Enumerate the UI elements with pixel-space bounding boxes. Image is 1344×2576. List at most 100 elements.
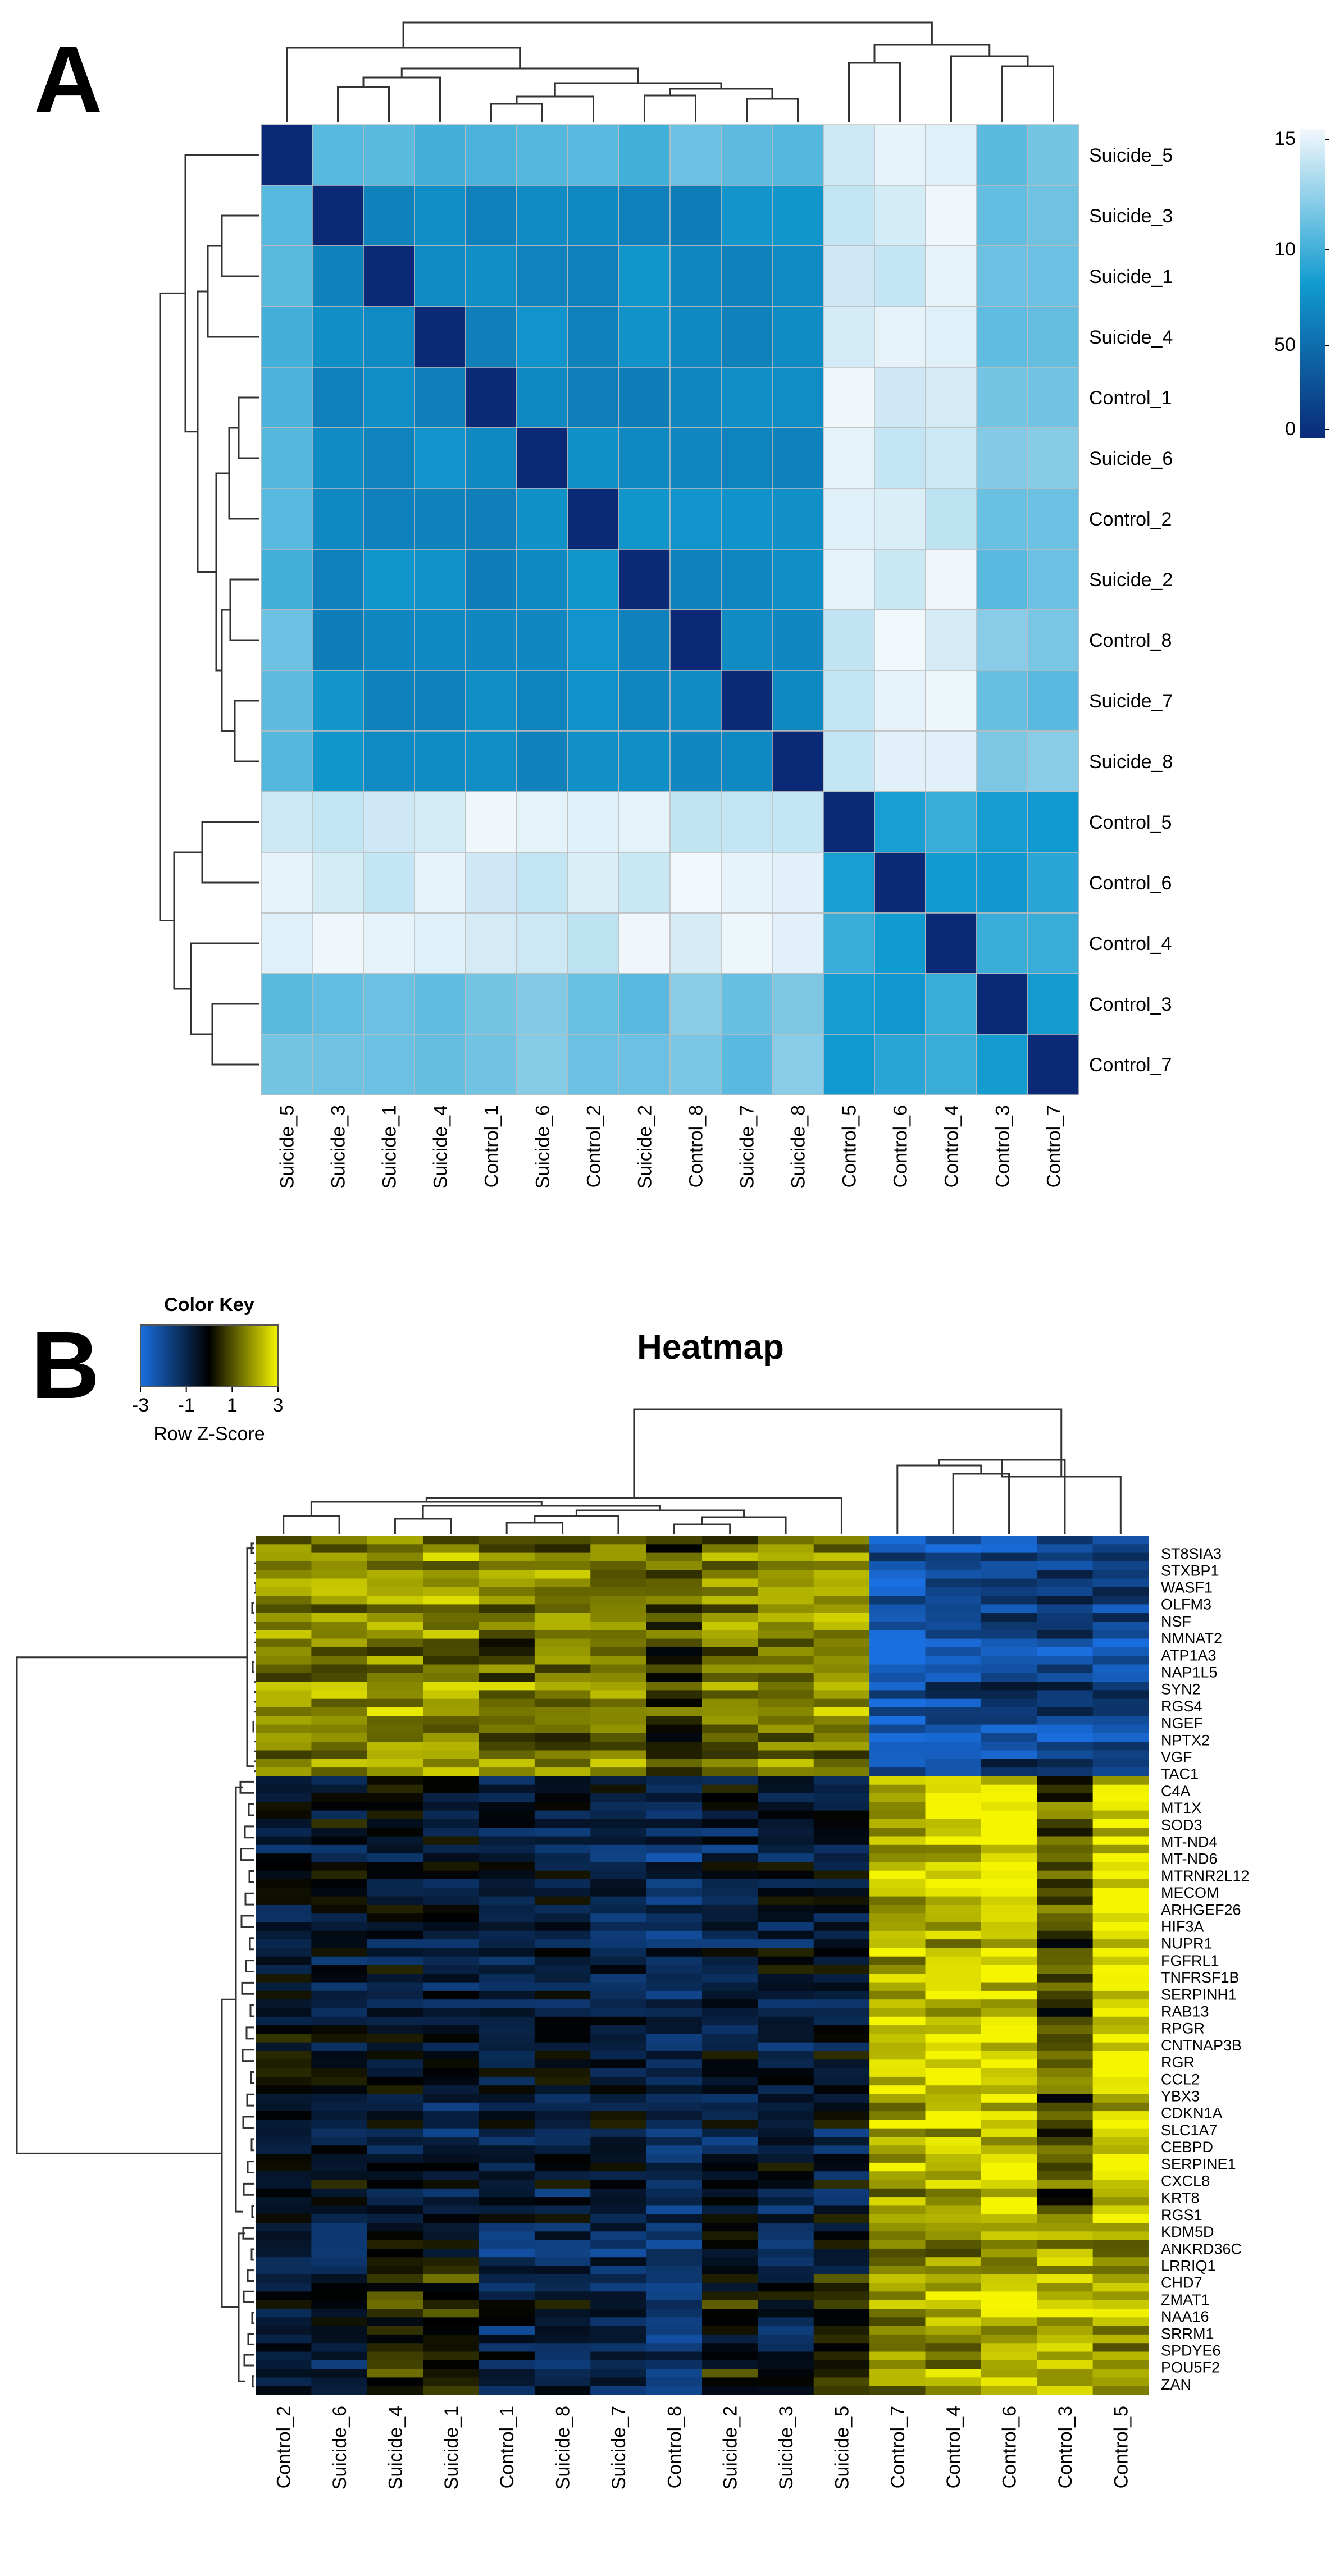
legend-tick-label: 50 bbox=[1274, 334, 1296, 355]
heat-cell bbox=[367, 2369, 423, 2378]
heat-cell bbox=[367, 1613, 423, 1622]
heat-cell bbox=[813, 2248, 870, 2258]
heat-cell bbox=[1092, 2102, 1149, 2112]
heat-cell bbox=[256, 1965, 312, 1974]
heat-cell bbox=[534, 2008, 591, 2017]
cell-Suicide_5-Suicide_3 bbox=[312, 124, 364, 186]
gene-label: WASF1 bbox=[1161, 1579, 1213, 1596]
heat-cell bbox=[646, 1750, 703, 1760]
heat-cell bbox=[646, 1888, 703, 1897]
cell-Control_1-Suicide_2 bbox=[618, 367, 671, 428]
dendrogram-branch bbox=[242, 2116, 254, 2129]
heat-cell bbox=[1037, 2197, 1094, 2206]
heat-cell bbox=[256, 2231, 312, 2241]
heat-cell bbox=[813, 1999, 870, 2009]
dendrogram-branch bbox=[243, 2182, 254, 2196]
heat-cell bbox=[758, 1656, 814, 1665]
cell-Suicide_4-Control_1 bbox=[465, 306, 517, 368]
column-label: Control_2 bbox=[584, 1105, 605, 1187]
heat-cell bbox=[590, 2145, 647, 2155]
heat-cell bbox=[311, 1810, 368, 1820]
heat-cell bbox=[646, 1664, 703, 1674]
heat-cell bbox=[702, 2266, 758, 2275]
cell-Suicide_5-Control_8 bbox=[669, 124, 722, 186]
heat-cell bbox=[981, 2111, 1037, 2120]
heat-cell bbox=[925, 1759, 982, 1768]
dendrogram-branch bbox=[243, 2354, 254, 2367]
heat-cell bbox=[311, 2326, 368, 2335]
heat-cell bbox=[646, 1862, 703, 1871]
heat-cell bbox=[590, 2248, 647, 2258]
heat-cell bbox=[534, 2085, 591, 2095]
heat-cell bbox=[702, 2068, 758, 2077]
heat-cell bbox=[590, 1853, 647, 1862]
heat-cell bbox=[925, 2034, 982, 2043]
heat-cell bbox=[311, 1724, 368, 1734]
heat-cell bbox=[646, 2042, 703, 2052]
heat-cell bbox=[702, 1630, 758, 1639]
heat-cell bbox=[311, 2283, 368, 2292]
gene-label: POU5F2 bbox=[1161, 2359, 1220, 2376]
heat-cell bbox=[1037, 1767, 1094, 1776]
heat-cell bbox=[423, 2257, 480, 2267]
heat-cell bbox=[758, 1853, 814, 1862]
heat-cell bbox=[981, 2326, 1037, 2335]
heat-cell bbox=[590, 2343, 647, 2353]
heat-cell bbox=[311, 2240, 368, 2249]
cell-Suicide_7-Suicide_8 bbox=[772, 670, 824, 732]
heat-cell bbox=[758, 1844, 814, 1854]
heat-cell bbox=[423, 1673, 480, 1682]
heat-cell bbox=[479, 2343, 535, 2353]
heat-cell bbox=[869, 1638, 926, 1648]
heat-cell bbox=[1092, 1939, 1149, 1948]
heat-cell bbox=[813, 1793, 870, 1802]
heat-cell bbox=[534, 1698, 591, 1708]
panel-a-heatmap-cells bbox=[261, 124, 1079, 1095]
heat-cell bbox=[758, 1622, 814, 1630]
heat-cell bbox=[981, 1742, 1037, 1751]
heat-cell bbox=[646, 2137, 703, 2146]
cell-Control_3-Control_3 bbox=[976, 973, 1028, 1035]
cell-Control_2-Control_6 bbox=[874, 488, 926, 550]
heat-cell bbox=[590, 2240, 647, 2249]
heat-cell bbox=[702, 2214, 758, 2223]
heat-cell bbox=[646, 2386, 703, 2395]
gene-label: MECOM bbox=[1161, 1884, 1219, 1901]
heat-cell bbox=[758, 1930, 814, 1940]
cell-Suicide_4-Control_3 bbox=[976, 306, 1028, 368]
heat-cell bbox=[981, 1836, 1037, 1846]
heat-cell bbox=[758, 2231, 814, 2241]
heat-cell bbox=[646, 2283, 703, 2292]
heat-cell bbox=[367, 1948, 423, 1957]
heat-cell bbox=[256, 2180, 312, 2189]
heat-cell bbox=[367, 2266, 423, 2275]
heat-cell bbox=[758, 1664, 814, 1674]
heat-cell bbox=[813, 2180, 870, 2189]
cell-Suicide_5-Suicide_5 bbox=[261, 124, 313, 186]
heat-cell bbox=[311, 1716, 368, 1725]
heat-cell bbox=[869, 2034, 926, 2043]
cell-Suicide_3-Control_4 bbox=[925, 185, 977, 246]
heat-cell bbox=[813, 1664, 870, 1674]
heat-cell bbox=[702, 1776, 758, 1785]
heat-cell bbox=[479, 1698, 535, 1708]
heat-cell bbox=[479, 1724, 535, 1734]
heat-cell bbox=[925, 1784, 982, 1794]
cell-Control_7-Control_1 bbox=[465, 1034, 517, 1095]
heat-cell bbox=[925, 1536, 982, 1545]
heat-cell bbox=[367, 1742, 423, 1751]
cell-Control_2-Control_2 bbox=[567, 488, 619, 550]
heat-cell bbox=[479, 1948, 535, 1957]
gene-label: NMNAT2 bbox=[1161, 1630, 1222, 1647]
cell-Control_5-Suicide_8 bbox=[772, 791, 824, 853]
heat-cell bbox=[813, 1750, 870, 1760]
heat-cell bbox=[367, 1939, 423, 1948]
heat-cell bbox=[423, 1802, 480, 1811]
gene-label: NPTX2 bbox=[1161, 1732, 1210, 1748]
dendrogram-branch bbox=[746, 98, 799, 122]
heat-cell bbox=[1037, 1750, 1094, 1760]
heat-cell bbox=[590, 1836, 647, 1846]
cell-Control_8-Control_8 bbox=[669, 609, 722, 671]
gene-label: HIF3A bbox=[1161, 1919, 1204, 1935]
cell-Control_3-Suicide_7 bbox=[721, 973, 773, 1035]
